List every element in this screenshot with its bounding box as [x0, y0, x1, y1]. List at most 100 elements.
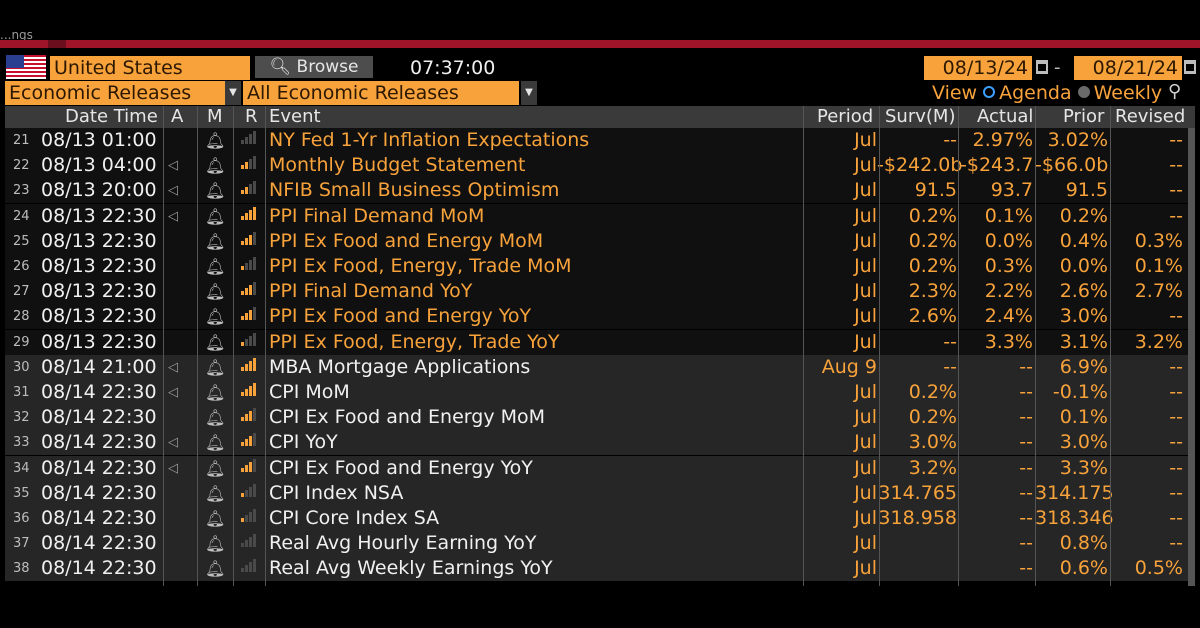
- table-row[interactable]: 36 08/14 22:30 CPI Core Index SA Jul 318.958…: [5, 506, 1195, 531]
- bell-icon[interactable]: 🔔︎: [205, 307, 226, 327]
- row-period: Jul: [854, 406, 877, 429]
- chevron-down-icon[interactable]: ▼: [225, 81, 241, 105]
- bell-icon[interactable]: 🔔︎: [205, 332, 226, 352]
- col-datetime[interactable]: Date Time: [65, 106, 158, 127]
- row-event[interactable]: PPI Ex Food, Energy, Trade YoY: [269, 330, 560, 353]
- row-number: 26: [13, 259, 30, 274]
- alarm-icon: ◁: [168, 359, 178, 375]
- table-row[interactable]: 28 08/13 22:30 PPI Ex Food and Energy YoY J…: [5, 304, 1195, 330]
- bell-icon[interactable]: 🔔︎: [205, 433, 226, 453]
- user-search-icon[interactable]: ⚲: [1168, 81, 1182, 102]
- red-divider: [0, 40, 1200, 48]
- date-to-field[interactable]: 08/21/24: [1074, 56, 1182, 80]
- chevron-down-icon[interactable]: ▼: [521, 81, 537, 105]
- time-display: 07:37:00: [410, 57, 496, 79]
- table-row[interactable]: 35 08/14 22:30 CPI Index NSA Jul 314.765 -- 31…: [5, 480, 1195, 506]
- browse-icon: 🔍︎: [269, 57, 297, 77]
- calendar-from-icon[interactable]: [1036, 60, 1048, 74]
- col-survey[interactable]: Surv(M): [885, 106, 956, 127]
- table-row[interactable]: 26 08/13 22:30 PPI Ex Food, Energy, Trade …: [5, 254, 1195, 279]
- table-row[interactable]: 32 08/14 22:30 CPI Ex Food and Energy MoM J…: [5, 405, 1195, 431]
- bell-icon[interactable]: 🔔︎: [205, 257, 226, 276]
- weekly-radio[interactable]: [1077, 86, 1090, 98]
- row-event[interactable]: CPI Ex Food and Energy YoY: [269, 456, 533, 479]
- row-event[interactable]: MBA Mortgage Applications: [269, 355, 531, 378]
- col-period[interactable]: Period: [817, 106, 874, 127]
- row-event[interactable]: CPI YoY: [269, 431, 338, 454]
- col-relevance[interactable]: R: [245, 106, 258, 127]
- table-row[interactable]: 21 08/13 01:00 NY Fed 1-Yr Inflation Expec…: [5, 128, 1195, 153]
- date-from-field[interactable]: 08/13/24: [924, 56, 1032, 80]
- col-monitor[interactable]: M: [207, 106, 223, 127]
- row-event[interactable]: NFIB Small Business Optimism: [269, 179, 560, 202]
- table-row[interactable]: 25 08/13 22:30 PPI Ex Food and Energy MoM J…: [5, 228, 1195, 254]
- bell-icon[interactable]: 🔔︎: [205, 509, 226, 528]
- agenda-label[interactable]: Agenda: [999, 82, 1072, 104]
- col-revised[interactable]: Revised: [1115, 106, 1186, 127]
- col-alarm[interactable]: A: [171, 106, 184, 127]
- row-prior: 318.346: [1035, 507, 1114, 529]
- row-event[interactable]: PPI Ex Food and Energy MoM: [269, 229, 544, 252]
- table-row[interactable]: 37 08/14 22:30 Real Avg Hourly Earning YoY…: [5, 531, 1195, 557]
- row-survey: --: [943, 355, 957, 378]
- table-row[interactable]: 38 08/14 22:30 Real Avg Weekly Earnings Yo…: [5, 556, 1195, 582]
- weekly-label[interactable]: Weekly: [1093, 82, 1163, 104]
- bell-icon[interactable]: 🔔︎: [205, 282, 226, 302]
- row-event[interactable]: Real Avg Hourly Earning YoY: [269, 532, 537, 555]
- row-number: 24: [13, 208, 30, 224]
- row-event[interactable]: NY Fed 1-Yr Inflation Expectations: [269, 129, 590, 151]
- row-actual: 93.7: [990, 179, 1033, 202]
- alarm-icon: ◁: [168, 460, 178, 476]
- row-event[interactable]: CPI Ex Food and Energy MoM: [269, 406, 546, 429]
- browse-button[interactable]: 🔍︎ Browse: [255, 56, 373, 78]
- table-row[interactable]: 23 08/13 20:00 ◁ NFIB Small Business Optimi…: [5, 178, 1195, 204]
- table-row[interactable]: 31 08/14 22:30 ◁ CPI MoM Jul 0.2% -- -0.1% -- 🔔︎: [5, 380, 1195, 405]
- release-filter-select[interactable]: All Economic Releases: [243, 81, 519, 105]
- alarm-icon: ◁: [168, 208, 178, 224]
- bell-icon[interactable]: 🔔︎: [205, 383, 226, 402]
- row-event[interactable]: CPI Core Index SA: [269, 507, 440, 529]
- table-row[interactable]: 34 08/14 22:30 ◁ CPI Ex Food and Energy YoY…: [5, 455, 1195, 481]
- bell-icon[interactable]: 🔔︎: [205, 357, 226, 377]
- row-revised: --: [1169, 154, 1183, 177]
- bell-icon[interactable]: 🔔︎: [205, 206, 226, 226]
- bell-icon[interactable]: 🔔︎: [205, 458, 226, 478]
- bell-icon[interactable]: 🔔︎: [205, 181, 226, 201]
- alarm-icon: ◁: [168, 385, 178, 400]
- bell-icon[interactable]: 🔔︎: [205, 483, 226, 503]
- row-event[interactable]: PPI Ex Food, Energy, Trade MoM: [269, 255, 572, 277]
- bell-icon[interactable]: 🔔︎: [205, 156, 226, 176]
- row-event[interactable]: CPI Index NSA: [269, 481, 404, 504]
- table-row[interactable]: 24 08/13 22:30 ◁ PPI Final Demand MoM Jul 0.2…: [5, 203, 1195, 229]
- row-event[interactable]: PPI Ex Food and Energy YoY: [269, 305, 532, 328]
- bell-icon[interactable]: 🔔︎: [205, 534, 226, 554]
- table-row[interactable]: 22 08/13 04:00 ◁ Monthly Budget Statement Ju…: [5, 153, 1195, 179]
- row-actual: --: [1019, 557, 1033, 580]
- agenda-radio[interactable]: [983, 86, 996, 98]
- row-revised: --: [1169, 179, 1183, 202]
- col-actual[interactable]: Actual: [977, 106, 1034, 127]
- table-row[interactable]: 27 08/13 22:30 PPI Final Demand YoY Jul 2.3%…: [5, 279, 1195, 305]
- col-prior[interactable]: Prior: [1063, 106, 1105, 127]
- row-event[interactable]: PPI Final Demand YoY: [269, 280, 473, 303]
- row-period: Jul: [854, 154, 877, 177]
- release-type-select[interactable]: Economic Releases: [5, 81, 225, 105]
- table-row[interactable]: 29 08/13 22:30 PPI Ex Food, Energy, Trade …: [5, 329, 1195, 355]
- row-event[interactable]: Monthly Budget Statement: [269, 154, 526, 177]
- bell-icon[interactable]: 🔔︎: [205, 231, 226, 251]
- row-actual: --: [1019, 481, 1033, 504]
- table-row[interactable]: 30 08/14 21:00 ◁ MBA Mortgage Applications A…: [5, 354, 1195, 380]
- bell-icon[interactable]: 🔔︎: [205, 408, 226, 428]
- col-event[interactable]: Event: [269, 106, 321, 127]
- calendar-to-icon[interactable]: [1184, 60, 1196, 74]
- row-event[interactable]: CPI MoM: [269, 381, 350, 403]
- row-event[interactable]: PPI Final Demand MoM: [269, 204, 485, 227]
- row-event[interactable]: Real Avg Weekly Earnings YoY: [269, 557, 553, 580]
- table-row[interactable]: 33 08/14 22:30 ◁ CPI YoY Jul 3.0% -- 3.0% -- 🔔︎: [5, 430, 1195, 456]
- table-scrollbar[interactable]: [1188, 128, 1195, 586]
- country-field[interactable]: United States: [50, 56, 250, 80]
- row-period: Aug 9: [821, 355, 877, 378]
- row-datetime: 08/14 22:30: [41, 381, 157, 403]
- bell-icon[interactable]: 🔔︎: [205, 131, 226, 150]
- bell-icon[interactable]: 🔔︎: [205, 559, 226, 579]
